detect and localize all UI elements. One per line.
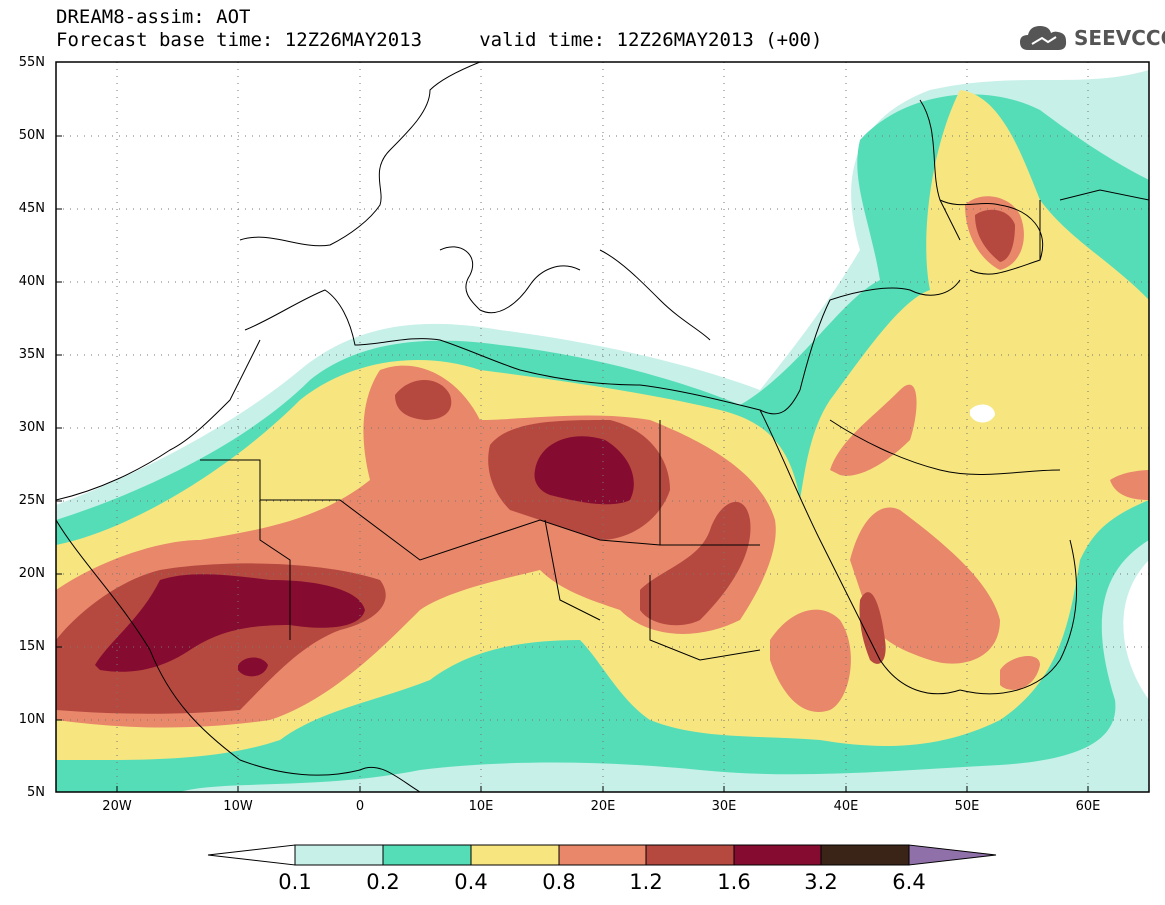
lon-label: 20W — [102, 799, 132, 814]
colorbar-label: 0.1 — [278, 870, 312, 894]
lon-label: 10W — [223, 799, 253, 814]
aot-patch-0.8-arabia — [830, 384, 917, 476]
seevccc-logo: SEEVCCC — [1018, 22, 1165, 54]
colorbar-swatch-1 — [294, 844, 384, 866]
forecast-time-line: Forecast base time: 12Z26MAY2013 valid t… — [56, 29, 823, 51]
colorbar-swatch-6 — [733, 844, 822, 866]
coastlines — [56, 62, 1149, 792]
lat-label: 55N — [18, 55, 45, 70]
lon-label: 20E — [590, 799, 616, 814]
colorbar-over-arrow — [908, 844, 997, 866]
aot-patch-0.8-oman — [1000, 655, 1040, 690]
colorbar-label: 6.4 — [892, 870, 926, 894]
lon-label: 30E — [711, 799, 737, 814]
cloud-logo-icon — [1020, 26, 1067, 50]
aot-patch-1.2-chad — [640, 501, 751, 626]
lon-label: 10E — [468, 799, 494, 814]
axis-ticks — [56, 135, 1089, 792]
aot-patch-1.2-algeria — [395, 380, 452, 420]
aot-level-1.6-westafrica — [95, 574, 365, 672]
aot-level-1.6-libya — [534, 436, 634, 505]
lat-label: 40N — [18, 274, 45, 289]
colorbar-under-arrow — [207, 844, 296, 866]
colorbar-swatch-7 — [820, 844, 910, 866]
colorbar-swatch-2 — [382, 844, 472, 866]
colorbar-swatch-5 — [645, 844, 735, 866]
colorbar-label: 0.8 — [542, 870, 576, 894]
aot-patch-0.8-yemen — [850, 507, 1000, 664]
lon-label: 60E — [1075, 799, 1101, 814]
lon-label: 40E — [833, 799, 859, 814]
lat-label: 20N — [18, 566, 45, 581]
colorbar-label: 1.6 — [717, 870, 751, 894]
lon-label: 0 — [355, 799, 365, 814]
aot-contours — [56, 70, 1149, 792]
logo-text: SEEVCCC — [1074, 26, 1165, 50]
colorbar-label: 0.2 — [366, 870, 400, 894]
lat-label: 10N — [18, 712, 45, 727]
colorbar-label: 3.2 — [804, 870, 838, 894]
aot-patch-0.8-sudan — [770, 609, 851, 712]
colorbar-swatch-3 — [470, 844, 560, 866]
lat-label: 25N — [18, 493, 45, 508]
chart-title: DREAM8-assim: AOT — [56, 6, 251, 28]
colorbar-label: 0.4 — [454, 870, 488, 894]
aot-hole — [970, 404, 995, 423]
graticule — [56, 62, 1149, 792]
lat-label: 50N — [18, 128, 45, 143]
aot-patch-1.2-caspian — [975, 209, 1015, 262]
aot-level-1.6-patch — [238, 657, 268, 677]
lat-label: 5N — [27, 785, 45, 800]
colorbar — [207, 844, 997, 866]
aot-patch-1.2-redsea — [859, 592, 886, 664]
colorbar-swatch-4 — [558, 844, 647, 866]
aot-patch-0.8-gulf — [1110, 470, 1149, 500]
lat-label: 45N — [18, 201, 45, 216]
lat-label: 15N — [18, 639, 45, 654]
lat-label: 30N — [18, 420, 45, 435]
colorbar-label: 1.2 — [629, 870, 663, 894]
lat-label: 35N — [18, 347, 45, 362]
lon-label: 50E — [954, 799, 980, 814]
